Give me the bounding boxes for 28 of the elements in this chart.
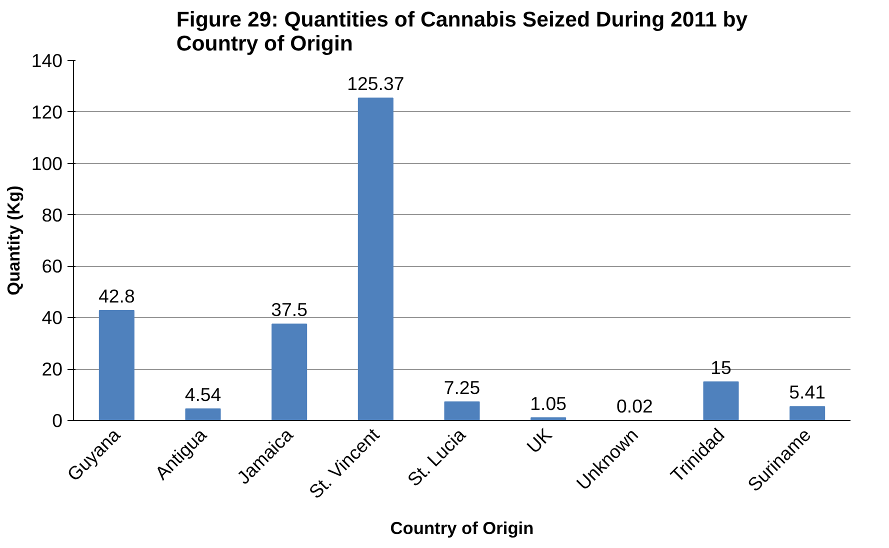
bar (444, 401, 480, 420)
data-label: 125.37 (347, 73, 404, 94)
data-label: 5.41 (789, 382, 826, 403)
y-tick-label: 0 (52, 410, 63, 431)
y-tick-label: 140 (31, 50, 63, 71)
y-tick-label: 60 (42, 256, 63, 277)
data-label: 37.5 (271, 299, 308, 320)
data-label: 1.05 (530, 392, 566, 414)
y-tick-label: 20 (42, 358, 63, 380)
y-tick-label: 40 (42, 307, 63, 328)
bar (790, 406, 826, 420)
data-label: 4.54 (184, 384, 222, 405)
bar (272, 324, 308, 420)
x-tick-label: UK (522, 424, 556, 458)
bar (185, 408, 221, 420)
bar (98, 310, 134, 420)
chart-title: Figure 29: Quantities of Cannabis Seized During 2011 by Country of Origin (176, 8, 748, 56)
y-tick-label: 100 (31, 152, 63, 174)
bar (703, 381, 739, 420)
data-label: 7.25 (444, 376, 480, 398)
y-tick-label: 80 (42, 204, 63, 226)
y-axis-title: Quantity (Kg) (3, 186, 24, 296)
data-label: 15 (710, 356, 732, 378)
x-axis-title: Country of Origin (390, 518, 534, 538)
bar (358, 98, 394, 420)
y-tick-label: 120 (31, 101, 63, 122)
data-label: 42.8 (98, 285, 135, 306)
data-label: 0.02 (616, 395, 653, 416)
